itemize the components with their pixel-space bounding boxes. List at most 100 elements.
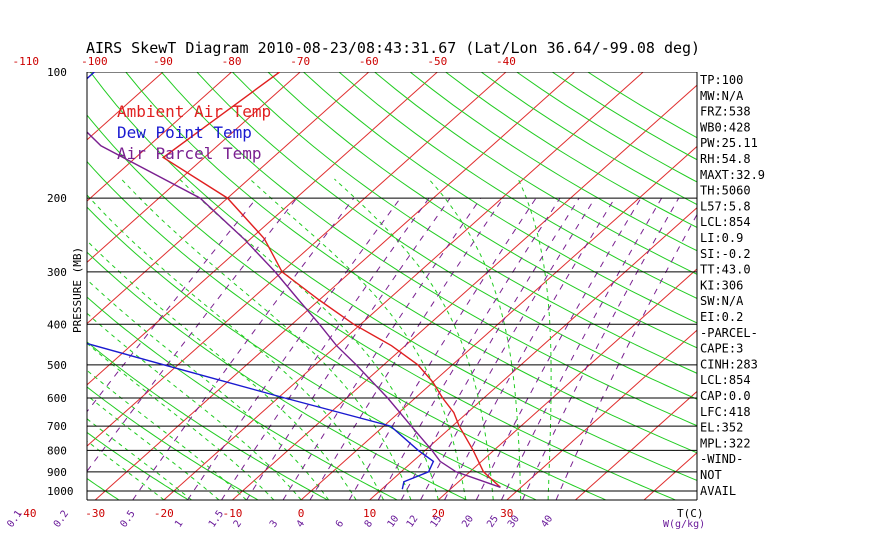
- moist-adiabat: [87, 278, 330, 500]
- index-item: WB0:428: [700, 120, 751, 134]
- dry-adiabat: [87, 251, 467, 500]
- dry-adiabat: [89, 72, 697, 482]
- moist-adiabat: [87, 240, 357, 500]
- mixing-ratio-tick-label: 2: [232, 518, 244, 529]
- mixing-unit-label: W(g/kg): [663, 519, 705, 530]
- pressure-tick-label: 500: [47, 359, 67, 372]
- index-item: EI:0.2: [700, 310, 743, 324]
- mixing-ratio-line: [501, 197, 663, 500]
- index-item: TT:43.0: [700, 263, 751, 277]
- mixing-ratio-tick-label: 20: [460, 514, 476, 530]
- mixing-ratio-tick-label: 4: [295, 518, 307, 529]
- chart-title: AIRS SkewT Diagram 2010-08-23/08:43:31.6…: [86, 39, 700, 57]
- mixing-ratio-line: [282, 197, 482, 500]
- dry-adiabat: [196, 72, 697, 400]
- top-temp-tick-label: -70: [290, 55, 310, 68]
- mixing-ratio-line: [475, 197, 642, 500]
- isotherm-line: [87, 72, 301, 263]
- pressure-tick-label: 800: [47, 444, 67, 457]
- bottom-temp-tick-label: 20: [432, 507, 445, 520]
- mixing-ratio-tick-label: 1: [173, 518, 185, 529]
- bottom-temp-tick-label: -10: [222, 507, 242, 520]
- isotherm-line: [87, 72, 232, 202]
- dry-adiabat: [338, 72, 697, 300]
- index-item: -PARCEL-: [700, 326, 758, 340]
- dry-adiabat: [409, 72, 697, 252]
- mixing-ratio-line: [87, 197, 298, 473]
- mixing-ratio-tick-label: 0.5: [118, 509, 137, 530]
- isotherm-line: [87, 72, 370, 325]
- dry-adiabat: [480, 72, 697, 206]
- moist-adiabat: [87, 369, 247, 500]
- bottom-temp-tick-label: -30: [85, 507, 105, 520]
- mixing-ratio-tick-label: 12: [405, 514, 421, 530]
- legend-dewpoint: Dew Point Temp: [117, 123, 252, 142]
- mixing-ratio-line: [309, 197, 504, 500]
- moist-adiabat: [87, 418, 192, 500]
- index-item: PW:25.11: [700, 136, 758, 150]
- pressure-tick-label: 300: [47, 266, 67, 279]
- moist-adiabat: [87, 342, 275, 500]
- legend: Ambient Air Temp Dew Point Temp Air Parc…: [117, 102, 271, 163]
- index-item: L57:5.8: [700, 199, 751, 213]
- moist-adiabat: [87, 194, 384, 500]
- index-item: TP:100: [700, 73, 743, 87]
- pressure-tick-label: 1000: [47, 485, 74, 498]
- mixing-ratio-tick-label: 8: [363, 518, 375, 529]
- index-item: MW:N/A: [700, 89, 744, 103]
- mixing-ratio-line: [221, 197, 430, 500]
- parcel-temp-line: [87, 131, 501, 488]
- dry-adiabat: [303, 72, 697, 324]
- index-item: AVAIL: [700, 484, 736, 498]
- index-item: LCL:854: [700, 373, 751, 387]
- index-item: CINH:283: [700, 357, 758, 371]
- moist-adiabat: [517, 178, 552, 500]
- y-axis-label: PRESSURE (MB): [71, 247, 84, 333]
- mixing-ratio-line: [246, 197, 451, 500]
- top-temp-tick-label: -100: [81, 55, 108, 68]
- mixing-ratio-line: [522, 197, 680, 500]
- isotherm-line: [369, 207, 697, 500]
- index-item: EL:352: [700, 421, 743, 435]
- index-item: SI:-0.2: [700, 247, 751, 261]
- dry-adiabat: [267, 72, 697, 349]
- index-item: LCL:854: [700, 215, 751, 229]
- bottom-temp-tick-label: -40: [17, 507, 37, 520]
- index-item: FRZ:538: [700, 105, 751, 119]
- mixing-ratio-tick-label: 3: [268, 518, 280, 529]
- top-temp-tick-label: -40: [496, 55, 516, 68]
- mixing-ratio-line: [555, 213, 697, 500]
- dry-adiabat: [87, 477, 120, 500]
- isotherm-line: [575, 390, 697, 500]
- top-temp-tick-label: -90: [153, 55, 173, 68]
- index-item: NOT: [700, 468, 722, 482]
- mixing-ratio-tick-label: 10: [386, 514, 402, 530]
- dry-adiabat: [87, 386, 259, 500]
- index-item: SW:N/A: [700, 294, 744, 308]
- index-item: RH:54.8: [700, 152, 751, 166]
- mixing-ratio-line: [444, 197, 616, 500]
- top-temp-tick-label: -60: [359, 55, 379, 68]
- axis-labels: 1002003004005006007008009001000-120-110-…: [5, 55, 555, 530]
- index-item: CAPE:3: [700, 342, 743, 356]
- isotherm-line: [163, 72, 644, 500]
- moist-adiabat: [120, 178, 412, 500]
- legend-parcel: Air Parcel Temp: [117, 144, 262, 163]
- index-item: KI:306: [700, 278, 743, 292]
- moist-adiabat: [334, 178, 494, 500]
- mixing-ratio-tick-label: 25: [485, 514, 501, 530]
- dry-adiabat: [161, 72, 697, 427]
- ambient-temp-line: [161, 72, 501, 488]
- pressure-tick-label: 400: [47, 318, 67, 331]
- mixing-ratio-line: [132, 197, 355, 500]
- index-item: TH:5060: [700, 184, 751, 198]
- index-item: LFC:418: [700, 405, 751, 419]
- legend-ambient: Ambient Air Temp: [117, 102, 271, 121]
- moist-adiabat: [87, 440, 165, 500]
- pressure-tick-label: 700: [47, 420, 67, 433]
- dry-adiabat: [87, 431, 189, 500]
- x-axis-unit-label: T(C): [677, 507, 704, 520]
- index-item: CAP:0.0: [700, 389, 751, 403]
- index-item: LI:0.9: [700, 231, 743, 245]
